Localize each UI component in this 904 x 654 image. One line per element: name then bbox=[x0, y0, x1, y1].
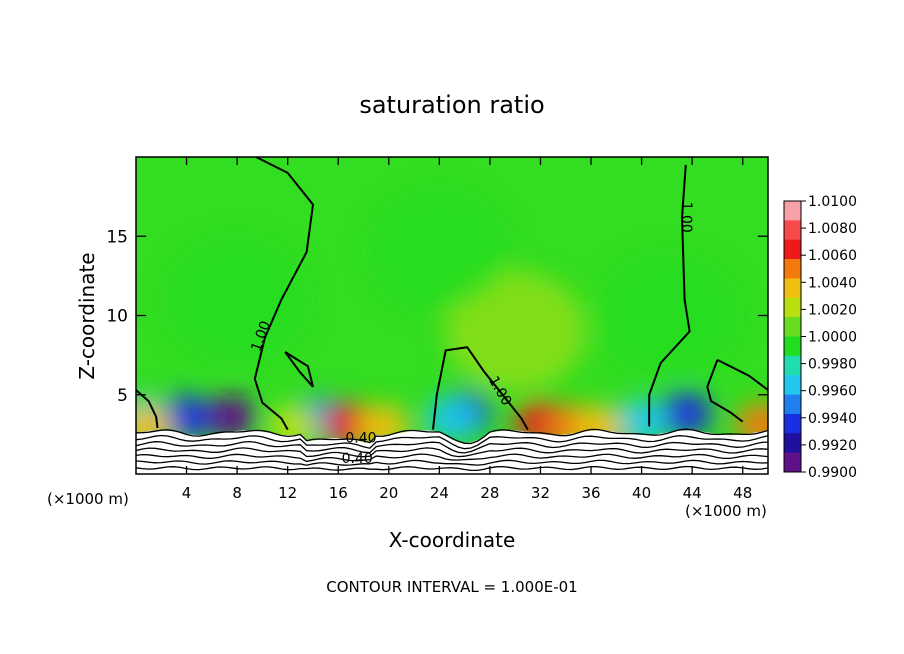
x-tick-label: 20 bbox=[379, 484, 398, 502]
contour-label: 0.40 bbox=[342, 451, 373, 467]
field-blob bbox=[167, 239, 308, 360]
x-unit-right: (×1000 m) bbox=[685, 502, 767, 520]
colorbar-swatch bbox=[784, 259, 801, 279]
colorbar-swatch bbox=[784, 336, 801, 357]
y-tick-label: 15 bbox=[106, 227, 128, 247]
field-blob bbox=[426, 396, 478, 441]
contour-lines bbox=[136, 157, 768, 431]
colorbar-swatch bbox=[784, 297, 801, 318]
contour-line bbox=[253, 157, 315, 431]
terrain-layer-line bbox=[136, 453, 768, 463]
colorbar-label: 1.0020 bbox=[808, 302, 857, 318]
colorbar-swatch bbox=[784, 317, 801, 337]
colorbar-label: 0.9940 bbox=[808, 411, 857, 427]
x-tick-label: 40 bbox=[632, 484, 651, 502]
colorbar-label: 1.0000 bbox=[808, 330, 857, 346]
field-blob bbox=[204, 394, 257, 439]
y-tick-label: 5 bbox=[117, 386, 128, 406]
colorbar-swatch bbox=[784, 433, 801, 454]
chart-title: saturation ratio bbox=[359, 91, 544, 119]
colorbar-label: 0.9900 bbox=[808, 465, 857, 481]
y-tick-label: 10 bbox=[106, 307, 128, 327]
x-tick-label: 16 bbox=[329, 484, 348, 502]
terrain-fill bbox=[136, 430, 768, 474]
colorbar-swatch bbox=[784, 278, 801, 299]
colorbar-swatch bbox=[784, 452, 801, 473]
terrain-layer-line bbox=[136, 428, 768, 445]
contour-line bbox=[136, 389, 159, 429]
field-blob bbox=[615, 399, 668, 444]
x-tick-label: 44 bbox=[683, 484, 702, 502]
field-blob bbox=[160, 394, 213, 439]
colorbar-label: 1.0060 bbox=[808, 248, 857, 264]
terrain-layer-line bbox=[136, 459, 768, 466]
field-blob bbox=[659, 391, 712, 436]
x-tick-label: 4 bbox=[182, 484, 192, 502]
x-tick-label: 24 bbox=[430, 484, 449, 502]
x-tick-label: 12 bbox=[278, 484, 297, 502]
colorbar-label: 1.0080 bbox=[808, 221, 857, 237]
y-axis-label: Z-coordinate bbox=[75, 252, 99, 379]
colorbar-label: 0.9980 bbox=[808, 357, 857, 373]
colorbar-swatch bbox=[784, 355, 801, 376]
terrain-layer-line bbox=[136, 447, 768, 458]
colorbar-swatch bbox=[784, 201, 801, 221]
colorbar-label: 1.0100 bbox=[808, 194, 857, 210]
colorbar-swatch bbox=[784, 375, 801, 396]
contour-line bbox=[432, 346, 529, 431]
contour-interval-footer: CONTOUR INTERVAL = 1.000E-01 bbox=[326, 578, 577, 596]
colorbar-swatch bbox=[784, 239, 801, 260]
x-tick-label: 48 bbox=[733, 484, 752, 502]
contour-label: 1.00 bbox=[678, 202, 694, 233]
colorbar-swatch bbox=[784, 413, 801, 434]
field-blob bbox=[369, 192, 510, 313]
contour-line bbox=[716, 359, 768, 391]
x-tick-label: 28 bbox=[480, 484, 499, 502]
contour-line bbox=[706, 359, 744, 423]
x-tick-label: 8 bbox=[232, 484, 242, 502]
colorbar: 1.0100 1.0080 1.0060 1.0040 1.0020 1.0000 0.99… bbox=[783, 194, 857, 481]
terrain-layer-line bbox=[136, 434, 768, 450]
x-tick-label: 36 bbox=[581, 484, 600, 502]
x-tick-label: 32 bbox=[531, 484, 550, 502]
colorbar-label: 0.9920 bbox=[808, 438, 857, 454]
terrain-layer-line bbox=[136, 440, 768, 454]
x-unit-left: (×1000 m) bbox=[47, 490, 129, 508]
plot-area bbox=[136, 157, 768, 474]
contour-line bbox=[284, 351, 314, 388]
contour-label: 0.40 bbox=[345, 430, 376, 446]
colorbar-swatch bbox=[784, 394, 801, 415]
x-axis-label: X-coordinate bbox=[389, 528, 516, 552]
terrain-layer-line bbox=[136, 465, 768, 472]
colorbar-swatch bbox=[784, 220, 801, 241]
terrain-layer bbox=[136, 428, 768, 474]
x-axis-ticks: 4 8 12 16 20 24 28 32 36 40 44 48 bbox=[182, 157, 752, 502]
colorbar-label: 1.0040 bbox=[808, 275, 857, 291]
contour-line bbox=[648, 164, 691, 427]
field-blob bbox=[596, 255, 737, 376]
colorbar-label: 0.9960 bbox=[808, 384, 857, 400]
field-blob bbox=[445, 271, 586, 392]
y-axis-ticks: 5 10 15 bbox=[106, 227, 768, 406]
